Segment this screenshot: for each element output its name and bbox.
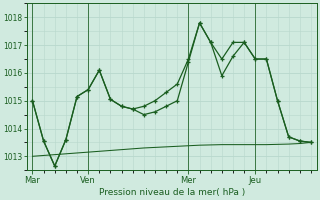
X-axis label: Pression niveau de la mer( hPa ): Pression niveau de la mer( hPa ) xyxy=(99,188,245,197)
